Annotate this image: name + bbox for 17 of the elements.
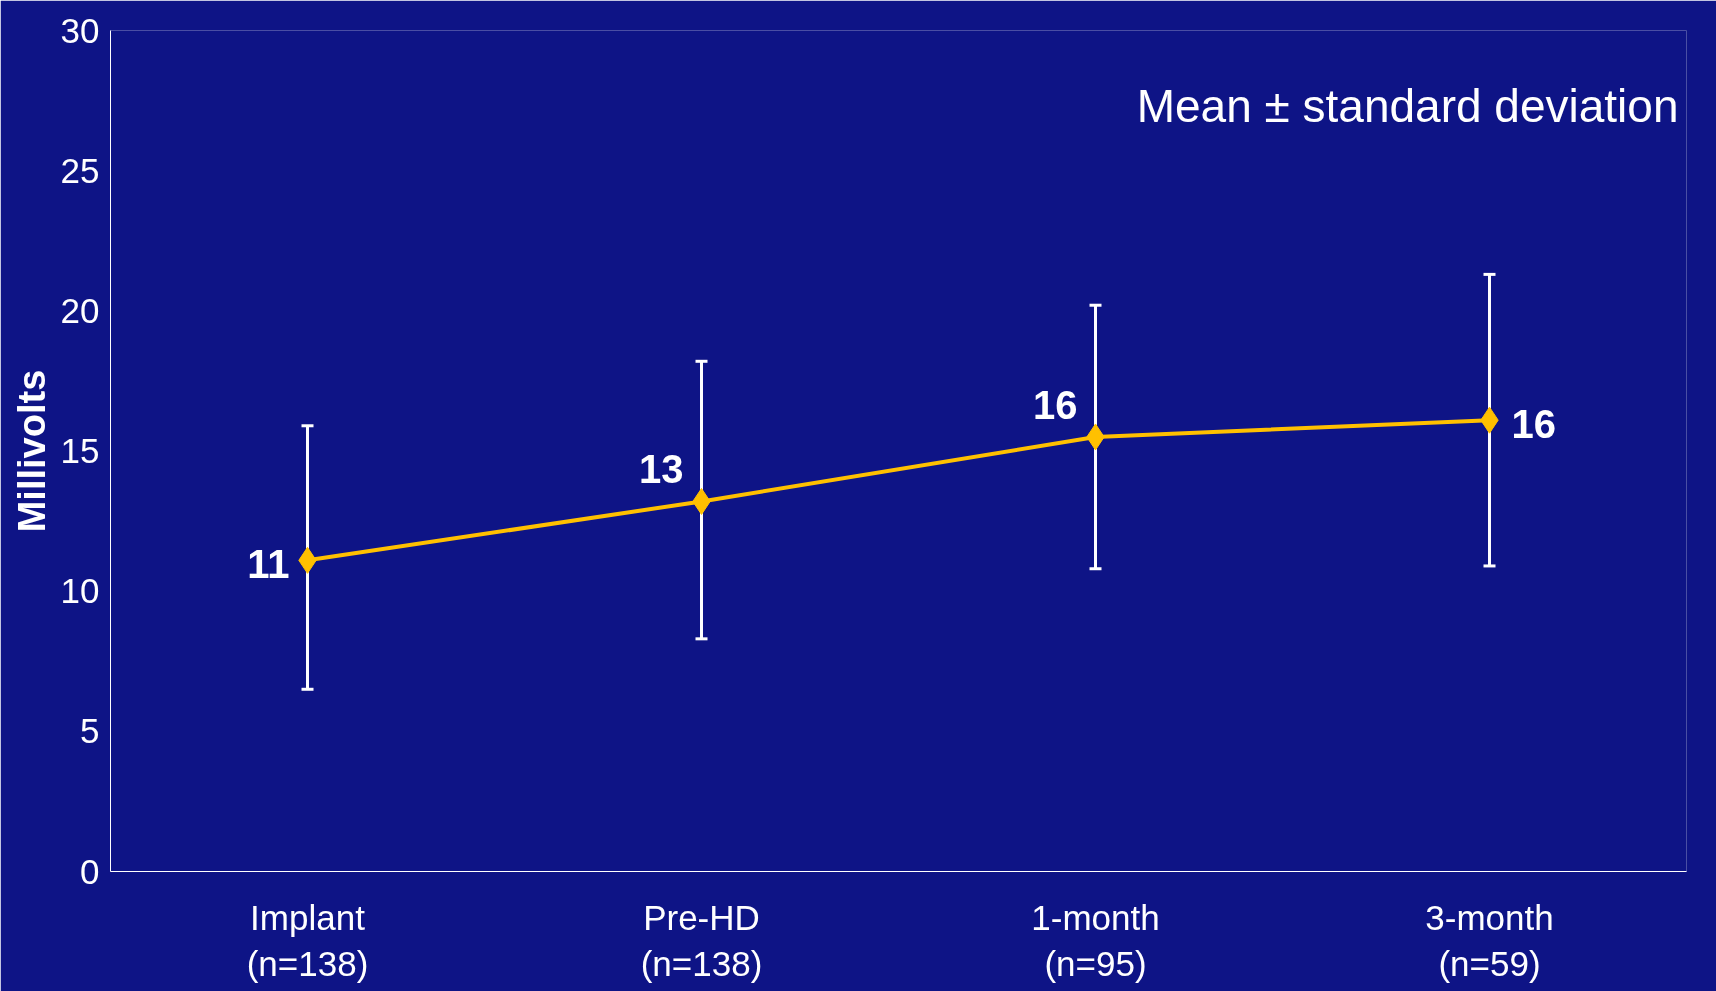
data-label: 16 (1511, 402, 1556, 447)
y-tick-label: 25 (60, 150, 100, 190)
x-tick-label: 3-month (n=59) (1425, 897, 1554, 984)
annotation: Mean ± standard deviation (1136, 80, 1679, 133)
x-tick-label: Implant (n=138) (246, 897, 369, 984)
y-axis-title: Millivolts (10, 369, 53, 533)
y-tick-label: 20 (60, 290, 100, 330)
y-tick-label: 5 (80, 711, 100, 751)
data-label: 11 (247, 542, 290, 587)
y-tick-label: 0 (80, 851, 100, 891)
y-tick-label: 10 (60, 571, 100, 611)
data-label: 13 (639, 447, 684, 492)
x-tick-label: Pre-HD (n=138) (640, 897, 763, 984)
data-label: 16 (1033, 382, 1078, 427)
y-tick-label: 15 (60, 431, 100, 470)
y-tick-label: 30 (60, 10, 100, 50)
x-tick-label: 1-month (n=95) (1031, 897, 1160, 984)
